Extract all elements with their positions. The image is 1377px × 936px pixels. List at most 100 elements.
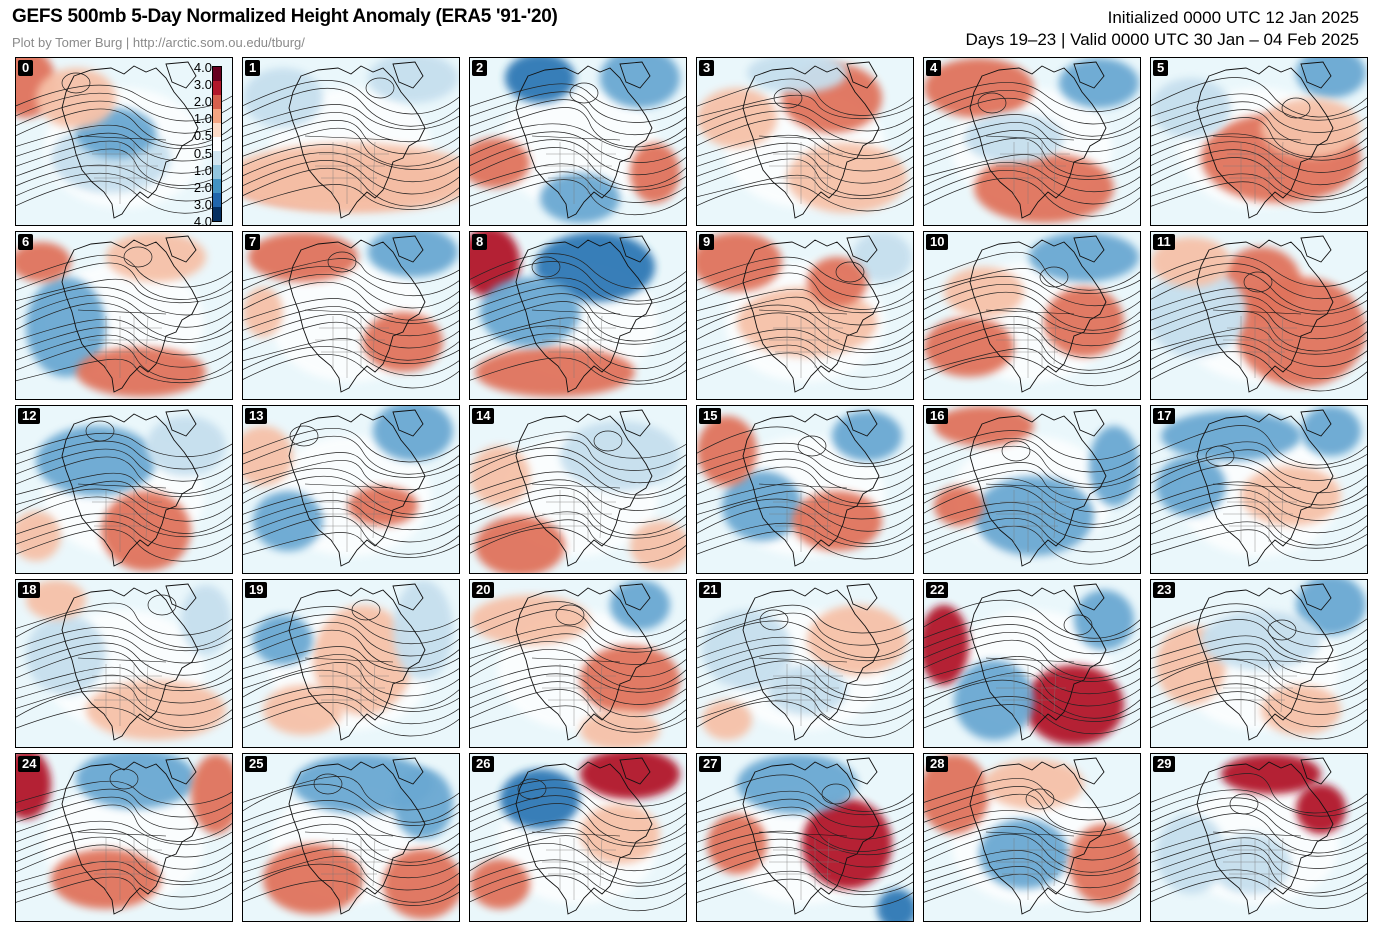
contour-line — [243, 646, 459, 672]
contour-line — [1151, 351, 1367, 392]
border-line — [758, 831, 848, 837]
contour-line — [16, 108, 232, 146]
contour-line — [697, 506, 913, 544]
state-line — [826, 663, 830, 713]
closed-contour — [351, 599, 381, 621]
contour-line — [16, 294, 232, 328]
continent-outline — [969, 409, 1107, 567]
border-line — [304, 135, 394, 141]
member-panel: 23 — [1150, 579, 1368, 748]
greenland-outline — [392, 409, 424, 437]
anomaly-blob-weak-neg — [1201, 610, 1321, 670]
state-line — [1053, 315, 1057, 365]
contour-line — [1151, 425, 1367, 466]
contour-line — [697, 174, 913, 200]
contour-line — [243, 621, 459, 657]
member-panel: 7 — [242, 231, 460, 400]
contour-line — [243, 452, 459, 478]
contour-line — [16, 820, 232, 846]
anomaly-blob-strong-pos — [1296, 784, 1346, 834]
contour-line — [470, 439, 686, 471]
contour-line — [243, 184, 459, 210]
coastline — [515, 239, 653, 393]
contour-line — [243, 532, 459, 558]
contour-line — [697, 442, 913, 468]
contour-line — [243, 880, 459, 906]
height-contours — [924, 82, 1140, 217]
contour-line — [243, 823, 459, 863]
anomaly-blob-pos — [707, 814, 767, 874]
contour-line — [16, 804, 232, 842]
anomaly-blob-pos — [191, 754, 232, 834]
contour-line — [243, 119, 459, 155]
anomaly-map — [243, 232, 459, 399]
contour-line — [697, 530, 913, 560]
border-line — [1212, 309, 1302, 315]
member-panel: 4 — [923, 57, 1141, 226]
anomaly-blob-weak-neg — [852, 232, 912, 282]
contour-line — [697, 78, 913, 116]
anomaly-blob-pos — [248, 232, 358, 282]
state-line — [1280, 489, 1284, 539]
closed-contour — [531, 256, 561, 278]
anomaly-blob-weak-pos — [580, 710, 660, 747]
contour-line — [470, 261, 686, 302]
member-panel: 19 — [242, 579, 460, 748]
colorbar-tick-label: 3.0 — [193, 196, 212, 212]
contour-line — [470, 99, 686, 136]
contour-line — [1151, 287, 1367, 315]
chart-title: GEFS 500mb 5-Day Normalized Height Anoma… — [12, 6, 558, 27]
contour-line — [924, 858, 1140, 889]
state-line — [1053, 837, 1057, 887]
coastline — [969, 65, 1107, 219]
anomaly-blob-pos — [807, 257, 867, 307]
continent-outline — [515, 235, 653, 393]
border-line — [531, 135, 621, 141]
border-line — [1212, 657, 1302, 663]
anomaly-blob-weak-pos — [1261, 98, 1361, 158]
contour-line — [1151, 497, 1367, 534]
member-label: 3 — [699, 60, 715, 76]
contour-line — [470, 147, 686, 188]
contour-line — [16, 124, 232, 150]
anomaly-blob-pos — [348, 486, 418, 526]
greenland-outline — [1073, 583, 1105, 611]
state-line — [1280, 141, 1284, 191]
colorbar-segment — [213, 95, 221, 109]
contour-line — [243, 306, 459, 337]
coastline — [969, 239, 1107, 393]
contour-line — [697, 344, 913, 378]
member-panel: 8 — [469, 231, 687, 400]
colorbar — [212, 66, 222, 222]
contour-line — [1151, 691, 1367, 728]
contour-line — [243, 800, 459, 826]
coastline — [1196, 761, 1334, 915]
contour-line — [1151, 133, 1367, 161]
member-panel: 25 — [242, 753, 460, 922]
anomaly-blob-neg — [36, 426, 156, 496]
continent-outline — [742, 757, 880, 915]
anomaly-blob-weak-neg — [26, 615, 106, 695]
member-label: 24 — [18, 756, 41, 772]
contour-line — [924, 639, 1140, 679]
contour-line — [1151, 303, 1367, 340]
anomaly-map — [697, 232, 913, 399]
anomaly-blob-neg — [737, 754, 857, 814]
contour-line — [924, 177, 1140, 217]
contour-line — [924, 616, 1140, 642]
contour-line — [924, 462, 1140, 488]
border-line — [985, 135, 1075, 141]
height-contours — [697, 78, 913, 212]
contour-line — [697, 458, 913, 492]
anomaly-blob-pos — [76, 347, 206, 397]
contour-line — [924, 478, 1140, 513]
anomaly-blob-neg — [1074, 590, 1134, 650]
contour-line — [1151, 465, 1367, 506]
contour-line — [924, 525, 1140, 565]
contour-line — [697, 328, 913, 354]
contour-line — [470, 867, 686, 899]
border-line — [758, 483, 848, 489]
continent-outline — [288, 235, 426, 393]
anomaly-map — [243, 580, 459, 747]
anomaly-blob-strong-neg — [535, 232, 655, 302]
